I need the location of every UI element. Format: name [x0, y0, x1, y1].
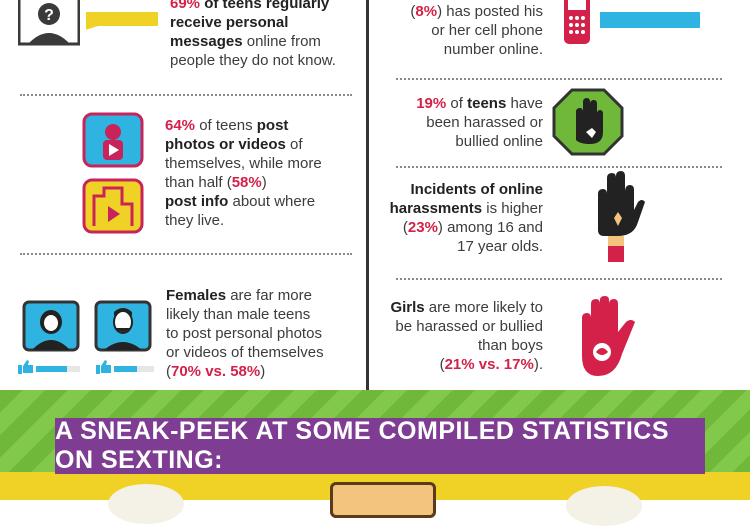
fact-girls: Girls are more likely to be harassed or … [390, 299, 543, 373]
svg-text:?: ? [44, 7, 54, 24]
female-like-bar-fill [36, 366, 67, 372]
cell-phone-icon [562, 0, 592, 46]
column-divider [366, 0, 369, 392]
male-like-bar [114, 366, 154, 372]
raised-hand-icon [588, 170, 646, 262]
stat-circle-left [108, 484, 184, 524]
fact-post-photos: 64% of teens post photos or videos of th… [165, 117, 322, 229]
thumbs-up-icon [96, 360, 112, 374]
location-video-icon [82, 178, 144, 234]
female-like-bar [36, 366, 80, 372]
fact-harassed: 19% of teens have been harassed or bulli… [416, 95, 543, 150]
female-avatar-icon [22, 300, 80, 352]
male-avatar-icon [94, 300, 152, 352]
fact-incidents: Incidents of online harassments is highe… [389, 181, 543, 255]
divider [396, 278, 722, 280]
stat-card-center [330, 482, 436, 518]
video-profile-icon [82, 112, 144, 168]
red-hand-icon [572, 296, 640, 384]
fact-females-post: Females are far more likely than male te… [166, 287, 324, 380]
stop-hand-octagon-icon [552, 88, 624, 156]
fact-receive-messages: 69% of teens regularly receive personal … [170, 0, 336, 69]
fact-cell-phone: (8%) has posted his or her cell phone nu… [410, 3, 543, 58]
stat-circle-right [566, 486, 642, 526]
divider [396, 166, 722, 168]
speech-tag-shape [85, 10, 158, 30]
male-like-bar-fill [114, 366, 138, 372]
speech-tag-shape [600, 12, 700, 32]
unknown-person-icon: ? [17, 0, 81, 46]
thumbs-up-icon [18, 360, 34, 374]
divider [20, 94, 352, 96]
divider [396, 78, 722, 80]
divider [20, 253, 352, 255]
section-banner: A SNEAK-PEEK AT SOME COMPILED STATISTICS… [55, 417, 705, 474]
